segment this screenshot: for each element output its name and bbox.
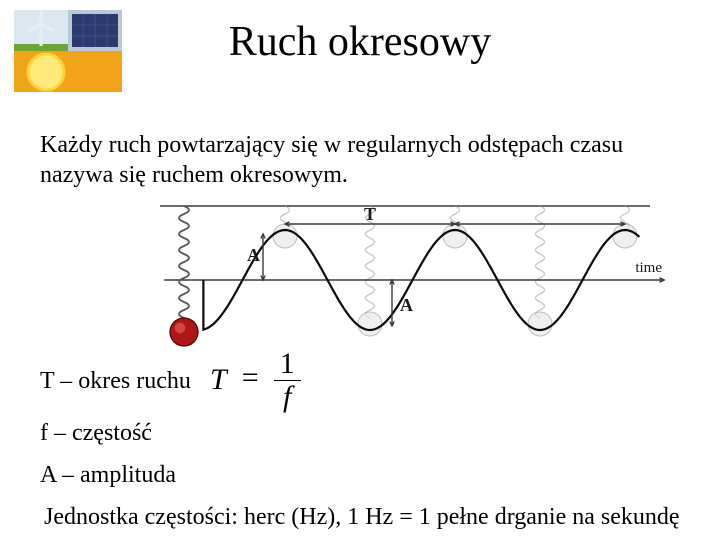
formula-numerator: 1 [274, 348, 301, 381]
periodic-motion-figure: time T A A [140, 200, 670, 350]
formula-fraction: 1 f [274, 348, 301, 412]
slide-root: Ruch okresowy Każdy ruch powtarzający si… [0, 0, 720, 540]
formula-equals: = [242, 361, 259, 394]
definition-line-2: nazywa się ruchem okresowym. [40, 162, 348, 188]
svg-text:A: A [247, 245, 260, 265]
definition-text: Każdy ruch powtarzający się w regularnyc… [40, 130, 680, 190]
svg-text:A: A [400, 295, 413, 315]
period-label: T – okres ruchu [40, 368, 191, 395]
svg-text:T: T [364, 204, 376, 224]
definition-line-1: Każdy ruch powtarzający się w regularnyc… [40, 132, 623, 158]
frequency-label: f – częstość [40, 420, 152, 447]
unit-line: Jednostka częstości: herc (Hz), 1 Hz = 1… [44, 504, 704, 531]
formula-denominator: f [274, 381, 301, 413]
amplitude-label: A – amplituda [40, 462, 176, 489]
period-formula: T = 1 f [210, 348, 301, 412]
svg-text:time: time [635, 260, 662, 276]
formula-lhs: T [210, 363, 227, 396]
page-title: Ruch okresowy [0, 18, 720, 66]
